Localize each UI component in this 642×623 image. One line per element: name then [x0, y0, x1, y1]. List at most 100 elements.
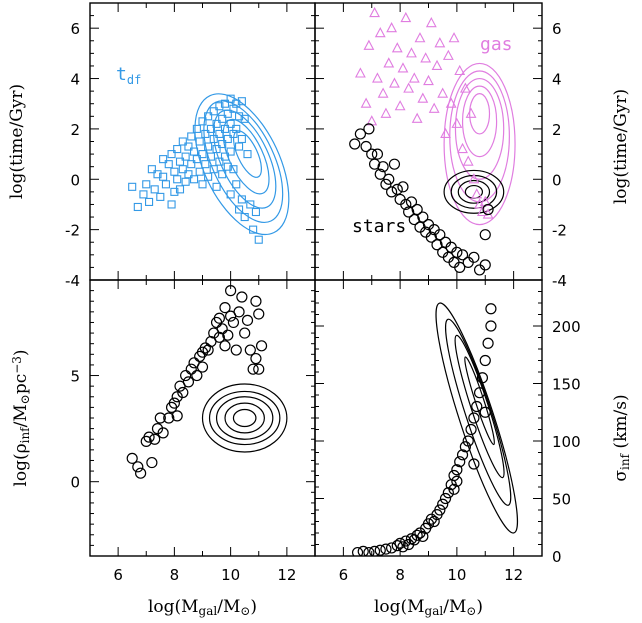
bottom-left-stars-point-19: [185, 363, 197, 375]
top-right-stars-point-15: [397, 181, 409, 193]
top-left-series-point-18: [173, 175, 182, 184]
top-left-series-point-83: [249, 225, 258, 234]
bottom-right-stars-point-30: [451, 475, 463, 487]
top-left-series-point-71: [232, 124, 241, 133]
label-part: log(M: [148, 597, 199, 617]
bottom-left-stars-point-25: [199, 342, 211, 354]
bottom-right-contour-1: [454, 334, 505, 479]
top-left-series-point-9: [159, 155, 168, 164]
bottom-right-ytick-label: 0: [552, 548, 562, 566]
top-left-series-point-80: [240, 212, 249, 222]
top-left-series-point-70: [232, 99, 241, 108]
bottom-right-stars-point-31: [454, 456, 466, 468]
top-right-gas-point-36: [459, 82, 471, 93]
top-right-gas-point-27: [434, 37, 446, 48]
top-right-gas-point-21: [417, 92, 429, 103]
top-right-stars-point-3: [363, 123, 375, 135]
top-left-series-point-58: [220, 124, 230, 133]
top-left-series-point-23: [181, 152, 190, 161]
top-left-series-point-38: [201, 129, 210, 138]
bottom-right-xtick-label: 8: [395, 566, 405, 584]
top-left-series-point-74: [235, 142, 244, 151]
top-right-stars-point-17: [403, 206, 415, 218]
top-left-series-point-11: [161, 180, 170, 189]
bottom-left-stars-point-5: [146, 456, 158, 469]
xlabel-bottom-right: log(Mgal/M⊙): [374, 597, 483, 618]
bottom-left-xtick-label: 6: [113, 566, 123, 584]
top-left-series-point-20: [175, 185, 185, 194]
top-right-gas-point-4: [369, 6, 381, 18]
bottom-left-stars-point-17: [180, 369, 192, 382]
top-right-gas-point-22: [420, 52, 432, 63]
top-left-series-point-14: [167, 150, 176, 159]
top-left-series-point-82: [246, 200, 255, 209]
top-left-series-point-17: [173, 145, 182, 154]
top-right-ytick-label: -2: [552, 222, 567, 240]
top-left-series-point-40: [204, 112, 213, 121]
top-right-gas-point-0: [354, 67, 366, 78]
top-left-series-point-50: [212, 182, 221, 191]
top-right-contour-2: [454, 77, 505, 180]
top-right-stars-point-18: [405, 196, 418, 208]
bottom-left-ytick-label: 0: [70, 474, 80, 492]
top-left-series-point-10: [159, 172, 168, 181]
bottom-left-stars-point-12: [168, 397, 180, 409]
bottom-right-stars-point-35: [465, 423, 477, 436]
top-left-series-point-53: [215, 157, 224, 166]
top-left-series-point-15: [170, 167, 179, 176]
tdf-sub: df: [127, 73, 141, 87]
bottom-right-ytick-label: 50: [552, 491, 571, 509]
contours-layer: [194, 62, 519, 534]
top-right-gas-point-25: [428, 102, 440, 113]
bottom-left-stars-point-13: [171, 391, 183, 403]
bottom-left-stars-point-1: [132, 461, 144, 473]
bottom-right-stars-point-2: [363, 546, 375, 556]
bottom-right-contour-2: [445, 318, 512, 506]
top-left-series-point-26: [184, 170, 193, 179]
bottom-right-stars-point-1: [357, 545, 369, 556]
bottom-right-stars-point-5: [380, 543, 392, 555]
top-left-ytick-label: 4: [70, 71, 80, 89]
top-left-series-point-81: [243, 150, 252, 159]
bottom-left-stars-point-47: [250, 295, 262, 307]
top-left-series-point-43: [206, 124, 215, 133]
top-left-series-point-4: [145, 197, 154, 206]
bottom-right-xtick-label: 10: [447, 566, 466, 584]
top-left-ytick-label: 2: [70, 121, 80, 139]
top-right-contours: [443, 62, 516, 226]
top-right-contour-1: [461, 85, 498, 158]
top-right-gas-point-20: [414, 32, 426, 43]
xlabel-bottom-left: log(Mgal/M⊙): [148, 597, 257, 618]
top-right-gas-point-24: [425, 16, 437, 28]
top-right-stars-point-20: [411, 203, 423, 216]
bottom-left-contour-2: [215, 396, 274, 440]
bottom-right-stars-point-41: [482, 337, 494, 349]
bottom-left-stars-point-34: [219, 302, 231, 314]
stars-annotation: stars: [352, 216, 406, 237]
bottom-left-stars-point-45: [247, 363, 259, 375]
top-right-contour-8: [443, 169, 505, 214]
bottom-left-contour-3: [208, 390, 281, 446]
top-left-series-point-7: [153, 170, 162, 179]
top-left-series-point-42: [204, 172, 213, 181]
bottom-left-stars-point-16: [177, 386, 189, 399]
bottom-left-stars-point-40: [233, 306, 245, 318]
bottom-right-stars-point-14: [411, 529, 423, 541]
bottom-right-stars-point-44: [479, 406, 491, 418]
top-left-frame: [89, 2, 316, 281]
top-left-series-point-37: [198, 180, 207, 189]
top-left-series-point-2: [139, 190, 148, 199]
top-right-stars-point-11: [386, 186, 398, 198]
top-left-series-point-72: [232, 180, 241, 189]
top-left-series-point-62: [223, 162, 232, 171]
bottom-right-stars-point-40: [479, 354, 491, 367]
top-left-series-point-46: [209, 134, 218, 144]
label-part: inf: [618, 452, 632, 470]
top-left-series-point-16: [170, 187, 179, 196]
top-left-series-point-5: [147, 165, 156, 174]
top-left-series-point-8: [156, 192, 165, 201]
bottom-right-ytick-label: 100: [552, 433, 581, 451]
top-right-stars-point-12: [388, 158, 401, 170]
top-left-series-point-75: [235, 205, 244, 214]
